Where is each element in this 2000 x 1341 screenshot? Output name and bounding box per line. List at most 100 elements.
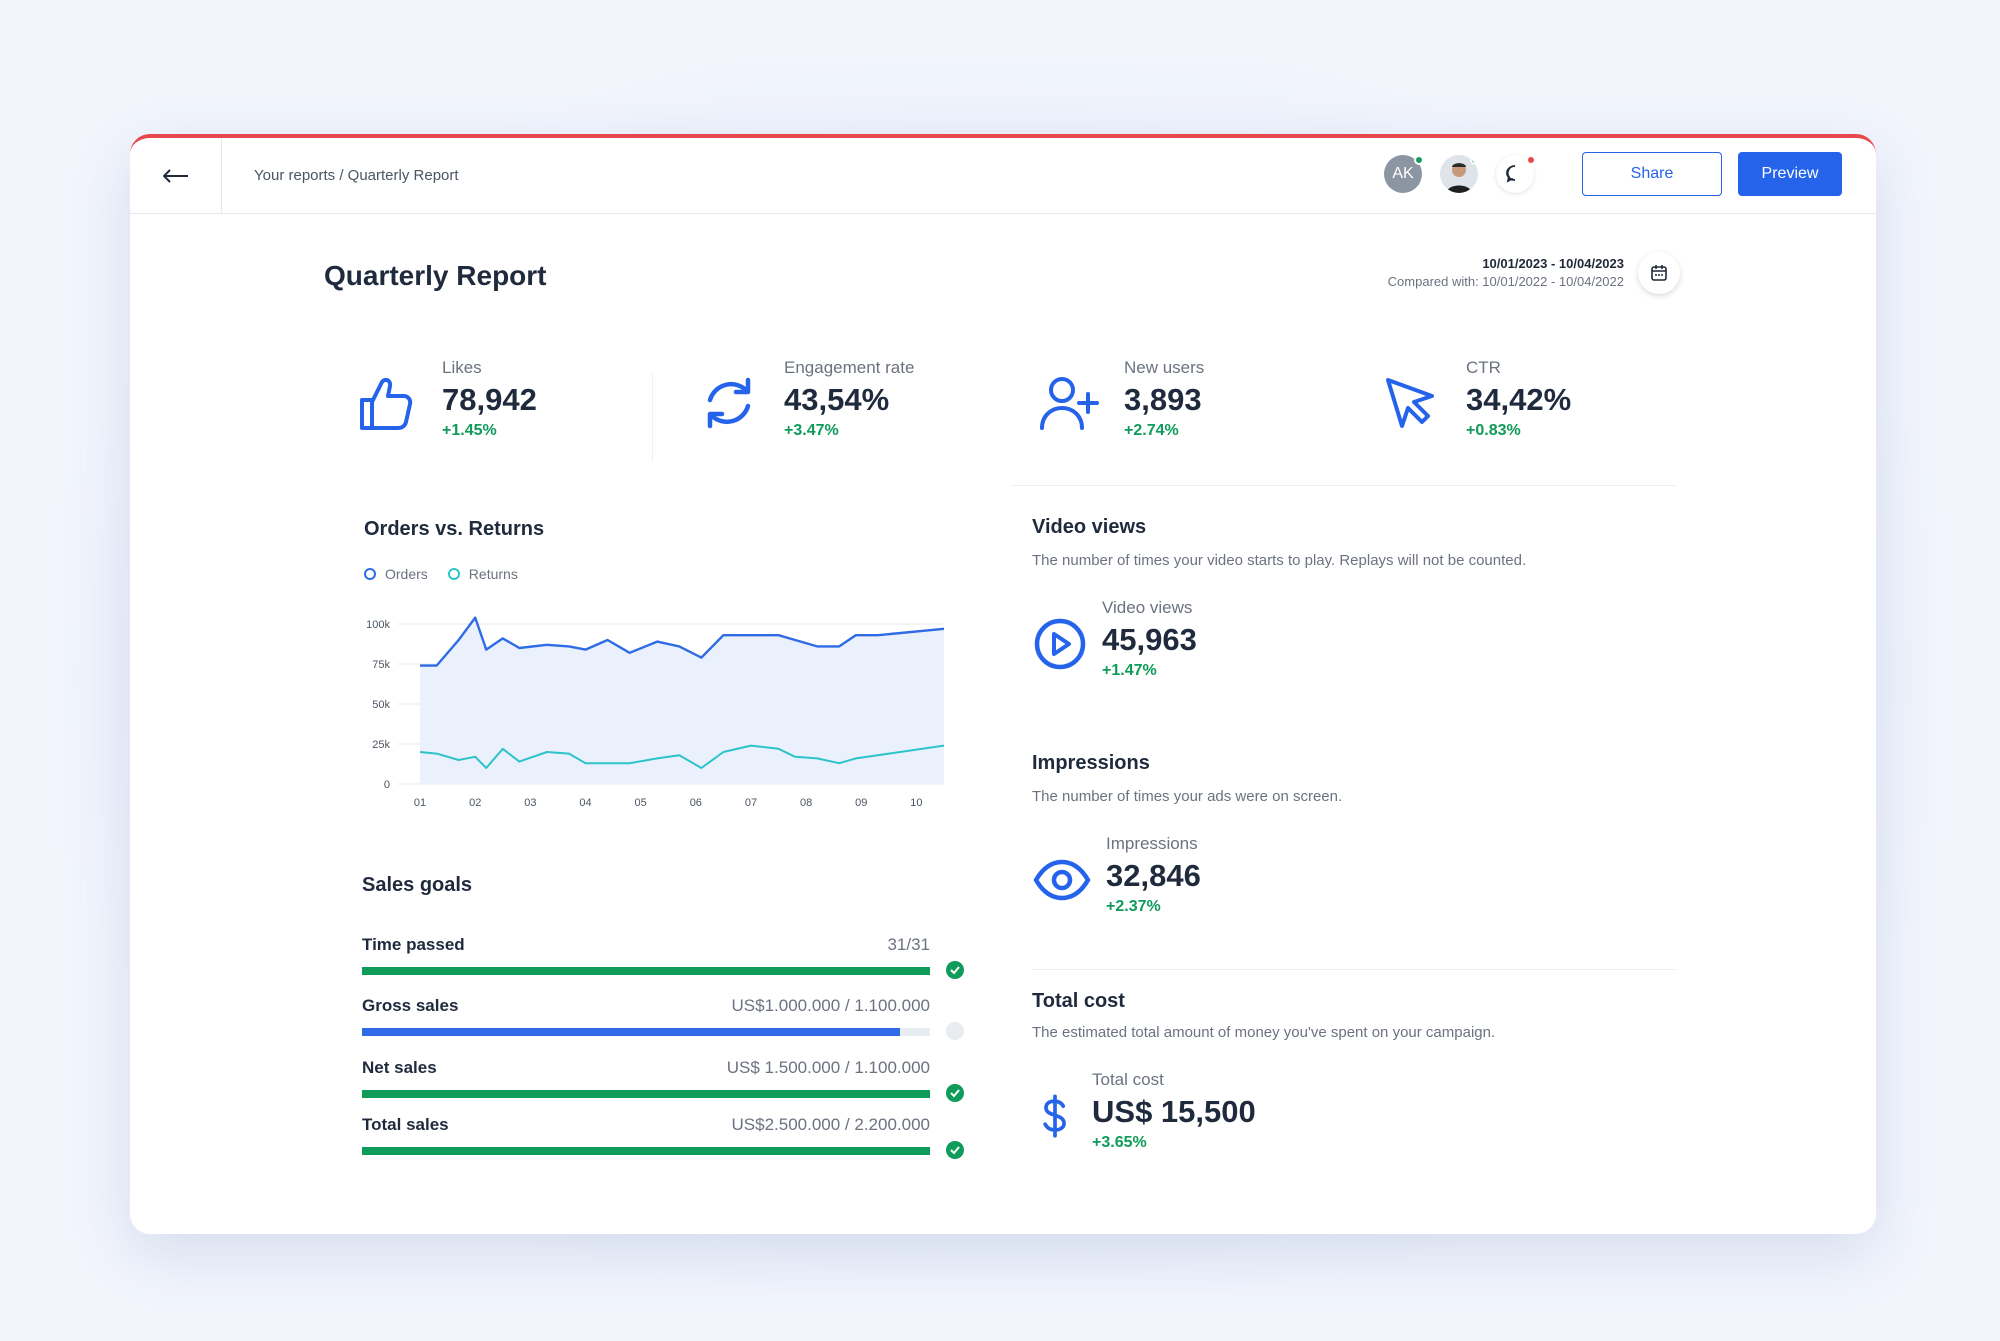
metric-label: Video views: [1102, 598, 1193, 617]
goal-progress-fill: [362, 1147, 930, 1155]
kpi-delta: +1.45%: [442, 422, 497, 439]
kpi-label: Engagement rate: [784, 358, 915, 377]
section-divider: [1032, 969, 1676, 970]
legend-item-orders[interactable]: Orders: [364, 566, 428, 582]
total-cost-desc: The estimated total amount of money you'…: [1032, 1024, 1496, 1041]
kpi-label: New users: [1124, 358, 1205, 377]
impressions-metric: Impressions 32,846 +2.37%: [1032, 834, 1201, 916]
kpi-engagement-rate: Engagement rate 43,54% +3.47%: [698, 358, 914, 440]
legend-marker: [447, 568, 460, 580]
goal-progress-fill: [362, 1090, 930, 1098]
goal-header: Time passed 31/31: [362, 935, 930, 955]
metric-value: US$ 15,500: [1092, 1094, 1256, 1129]
x-tick-label: 02: [469, 797, 481, 809]
goal-header: Gross sales US$1.000.000 / 1.100.000: [362, 996, 930, 1016]
goal-complete-check-icon: [946, 1084, 964, 1102]
x-tick-label: 05: [635, 797, 647, 809]
kpi-delta: +2.74%: [1124, 422, 1179, 439]
avatar-initials: AK: [1392, 165, 1414, 182]
metric-value: 45,963: [1102, 622, 1197, 657]
kpi-label: CTR: [1466, 358, 1501, 377]
avatar-photo[interactable]: [1440, 155, 1478, 193]
date-picker-button[interactable]: [1638, 252, 1680, 294]
breadcrumb: Your reports / Quarterly Report: [254, 167, 459, 184]
date-range-block: 10/01/2023 - 10/04/2023 Compared with: 1…: [1388, 256, 1624, 289]
goal-progress-fill: [362, 967, 930, 975]
sales-goal-row: Net sales US$ 1.500.000 / 1.100.000: [362, 1058, 962, 1098]
orders-area: [420, 617, 944, 784]
page-title: Quarterly Report: [324, 260, 547, 291]
y-tick-label: 25k: [372, 739, 390, 751]
goal-name: Gross sales: [362, 996, 459, 1015]
section-divider: [1010, 485, 1676, 486]
calendar-icon: [1651, 265, 1667, 281]
goal-value: US$ 1.500.000 / 1.100.000: [726, 1058, 930, 1077]
goal-header: Total sales US$2.500.000 / 2.200.000: [362, 1115, 930, 1135]
play-circle-icon: [1034, 618, 1086, 670]
dollar-icon: [1043, 1094, 1066, 1138]
orders-returns-chart: 0 25k 50k 75k 100k 01 02 03 04 05 06 07 08 09 10: [366, 616, 945, 809]
goal-progress-track: [362, 1147, 930, 1155]
back-button[interactable]: [130, 138, 222, 214]
share-button[interactable]: Share: [1582, 152, 1722, 196]
kpi-likes: Likes 78,942 +1.45%: [356, 358, 537, 440]
kpi-new-users: New users 3,893 +2.74%: [1038, 358, 1204, 440]
legend-item-returns[interactable]: Returns: [447, 566, 518, 582]
kpi-value: 78,942: [442, 382, 537, 417]
goal-name: Net sales: [362, 1058, 437, 1077]
cursor-icon: [1386, 378, 1434, 428]
video-views-metric: Video views 45,963 +1.47%: [1032, 598, 1197, 680]
arrow-left-icon: [162, 168, 188, 183]
thumbs-up-icon: [360, 377, 413, 430]
kpi-label: Likes: [442, 358, 482, 377]
chart-legend: Orders Returns: [364, 566, 538, 582]
preview-button[interactable]: Preview: [1738, 152, 1842, 196]
legend-label: Orders: [385, 566, 428, 582]
legend-marker: [364, 568, 376, 580]
goal-complete-check-icon: [946, 961, 964, 979]
goal-complete-check-icon: [946, 1141, 964, 1159]
x-tick-label: 04: [579, 797, 591, 809]
video-views-title: Video views: [1032, 516, 1147, 538]
user-photo-icon: [1446, 163, 1472, 193]
notification-dot: [1526, 155, 1536, 165]
sales-goal-row: Gross sales US$1.000.000 / 1.100.000: [362, 996, 962, 1036]
metric-delta: +3.65%: [1092, 1134, 1147, 1151]
orders-chart-title: Orders vs. Returns: [364, 518, 545, 540]
kpi-value: 43,54%: [784, 382, 890, 417]
metric-label: Impressions: [1106, 834, 1198, 853]
goal-name: Total sales: [362, 1115, 449, 1134]
goal-header: Net sales US$ 1.500.000 / 1.100.000: [362, 1058, 930, 1078]
chat-bubble-icon: [1506, 165, 1516, 183]
x-tick-label: 10: [910, 797, 922, 809]
goal-progress-track: [362, 1090, 930, 1098]
avatar-ak[interactable]: AK: [1384, 155, 1424, 193]
kpi-divider: [652, 372, 653, 462]
sales-goal-row: Time passed 31/31: [362, 935, 962, 975]
top-bar: Your reports / Quarterly Report AK: [130, 138, 1876, 214]
y-tick-label: 0: [384, 779, 390, 791]
x-tick-label: 09: [855, 797, 867, 809]
top-actions: AK Share Preview: [1384, 152, 1842, 196]
goal-value: US$1.000.000 / 1.100.000: [731, 996, 931, 1015]
metric-delta: +1.47%: [1102, 662, 1157, 679]
kpi-ctr: CTR 34,42% +0.83%: [1380, 358, 1571, 440]
impressions-desc: The number of times your ads were on scr…: [1032, 788, 1343, 805]
y-tick-label: 50k: [372, 699, 390, 711]
metric-value: 32,846: [1106, 858, 1201, 893]
comments-button[interactable]: [1496, 155, 1536, 193]
kpi-value: 34,42%: [1466, 382, 1572, 417]
report-window: Your reports / Quarterly Report AK: [130, 134, 1876, 1234]
goal-progress-fill: [362, 1028, 900, 1036]
metric-delta: +2.37%: [1106, 898, 1161, 915]
metric-label: Total cost: [1092, 1070, 1164, 1089]
y-tick-label: 100k: [366, 619, 390, 631]
x-tick-label: 07: [745, 797, 757, 809]
date-range: 10/01/2023 - 10/04/2023: [1482, 256, 1624, 271]
compared-range: Compared with: 10/01/2022 - 10/04/2022: [1387, 274, 1624, 289]
video-views-desc: The number of times your video starts to…: [1032, 552, 1527, 569]
x-tick-label: 08: [800, 797, 812, 809]
x-tick-label: 01: [414, 797, 426, 809]
sales-goals-title: Sales goals: [362, 874, 473, 896]
returns-line: [419, 744, 945, 769]
